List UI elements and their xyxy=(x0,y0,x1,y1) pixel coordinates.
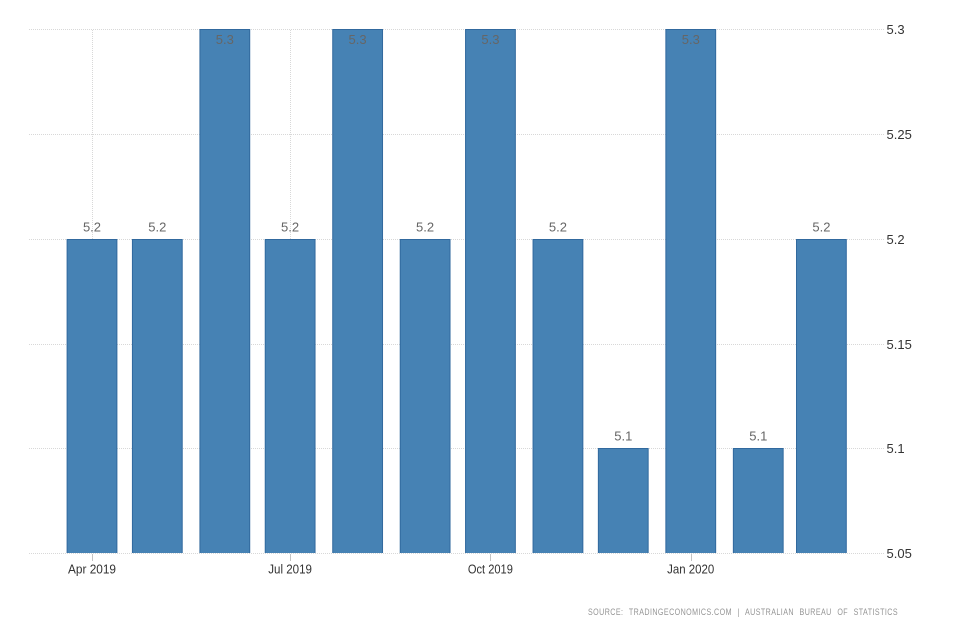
svg-text:5.15: 5.15 xyxy=(887,337,912,352)
svg-text:Apr 2019: Apr 2019 xyxy=(68,561,116,576)
svg-text:5.3: 5.3 xyxy=(682,32,700,47)
svg-text:Jan 2020: Jan 2020 xyxy=(667,561,714,576)
svg-text:SOURCE: TRADINGECONOMICS.COM |: SOURCE: TRADINGECONOMICS.COM | AUSTRALIA… xyxy=(588,607,898,617)
svg-text:5.2: 5.2 xyxy=(416,220,434,235)
svg-text:5.3: 5.3 xyxy=(349,32,367,47)
svg-text:5.2: 5.2 xyxy=(281,220,299,235)
svg-text:5.3: 5.3 xyxy=(887,22,905,37)
svg-text:5.2: 5.2 xyxy=(549,220,567,235)
svg-text:5.25: 5.25 xyxy=(887,127,912,142)
svg-text:5.2: 5.2 xyxy=(148,220,166,235)
svg-text:5.3: 5.3 xyxy=(481,32,499,47)
svg-text:5.2: 5.2 xyxy=(83,220,101,235)
svg-text:5.2: 5.2 xyxy=(887,232,905,247)
svg-text:Oct 2019: Oct 2019 xyxy=(468,561,513,576)
svg-text:5.1: 5.1 xyxy=(887,441,905,456)
svg-text:5.05: 5.05 xyxy=(887,546,912,561)
svg-text:5.2: 5.2 xyxy=(812,220,830,235)
svg-text:5.1: 5.1 xyxy=(749,429,767,444)
svg-text:5.1: 5.1 xyxy=(614,429,632,444)
svg-text:5.3: 5.3 xyxy=(216,32,234,47)
svg-text:Jul 2019: Jul 2019 xyxy=(268,561,312,576)
